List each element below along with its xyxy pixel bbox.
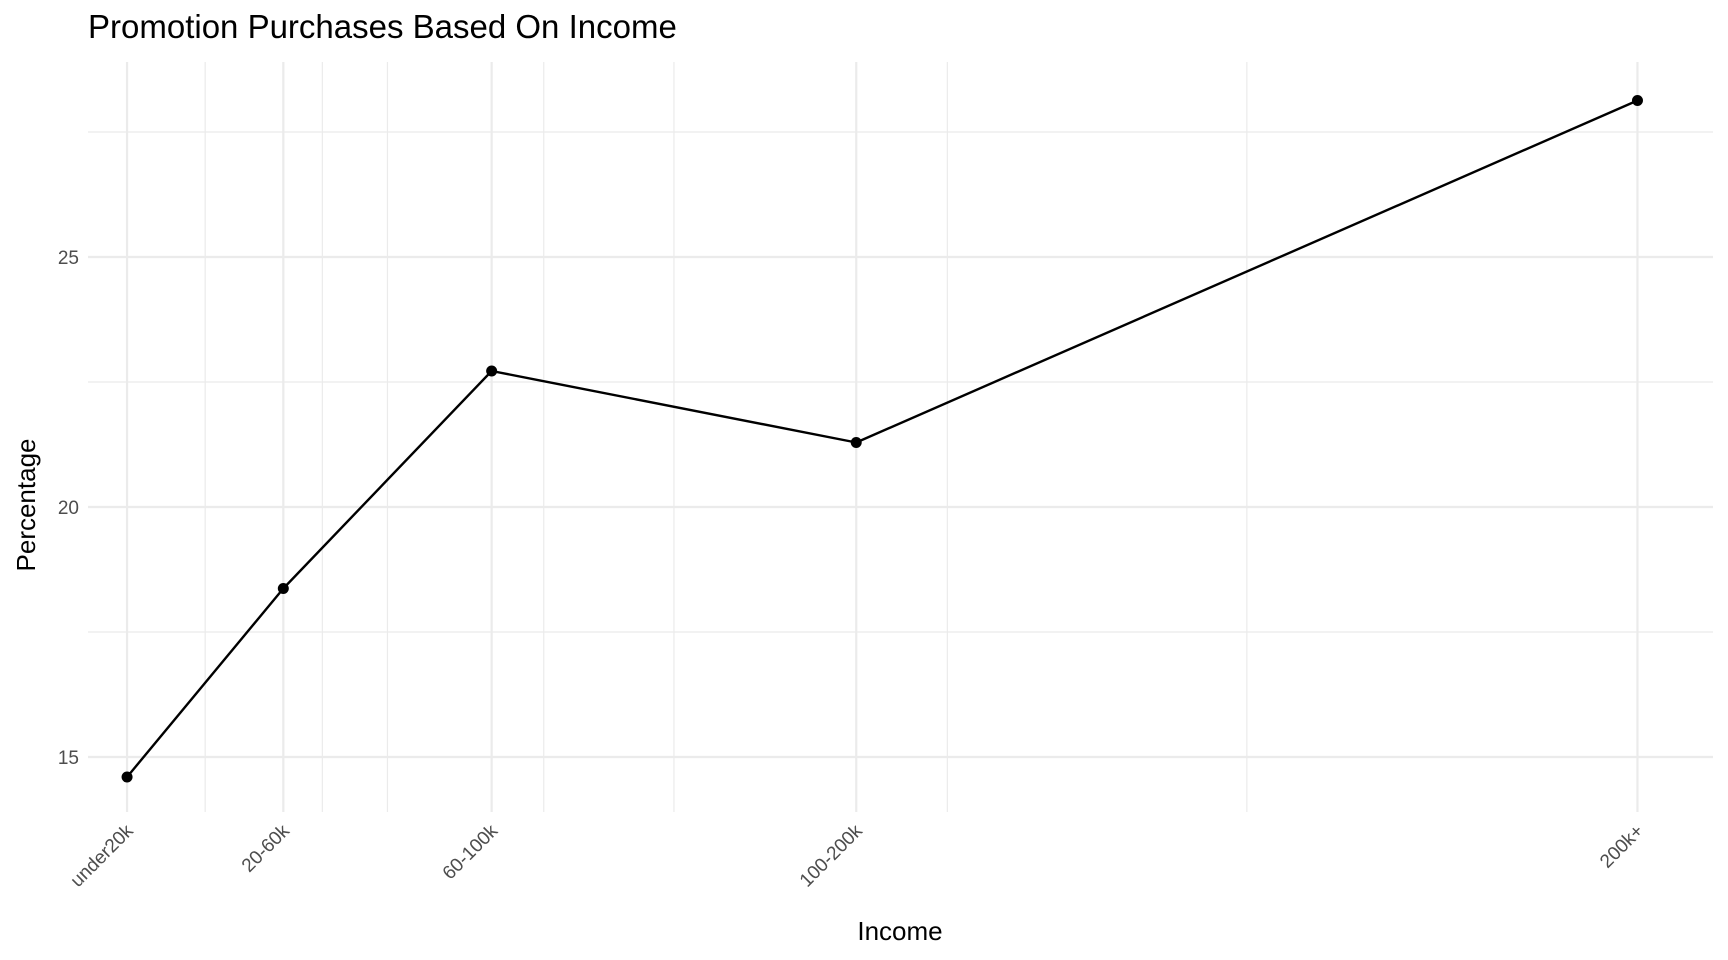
- data-point: [486, 365, 498, 377]
- y-axis-tick-labels: 15 20 25: [58, 248, 79, 769]
- major-gridlines: [88, 62, 1713, 812]
- data-point: [850, 437, 862, 448]
- series-line: [126, 99, 1638, 778]
- x-tick-label: under20k: [67, 820, 138, 891]
- data-point: [121, 771, 133, 783]
- minor-gridlines: [88, 62, 1713, 812]
- data-series: [121, 95, 1643, 783]
- x-axis-title: Income: [857, 916, 942, 946]
- chart-title: Promotion Purchases Based On Income: [88, 8, 677, 45]
- y-tick-label: 15: [58, 748, 79, 769]
- x-tick-label: 60-100k: [439, 820, 503, 884]
- x-tick-label: 200k+: [1596, 821, 1648, 873]
- y-tick-label: 25: [58, 248, 79, 269]
- y-tick-label: 20: [58, 498, 79, 519]
- y-axis-title: Percentage: [11, 439, 41, 572]
- data-point: [1631, 95, 1643, 106]
- x-tick-label: 20-60k: [238, 820, 294, 876]
- x-axis-tick-labels: under20k 20-60k 60-100k 100-200k 200k+: [67, 820, 1648, 891]
- x-tick-label: 100-200k: [796, 820, 867, 891]
- data-point: [277, 583, 289, 594]
